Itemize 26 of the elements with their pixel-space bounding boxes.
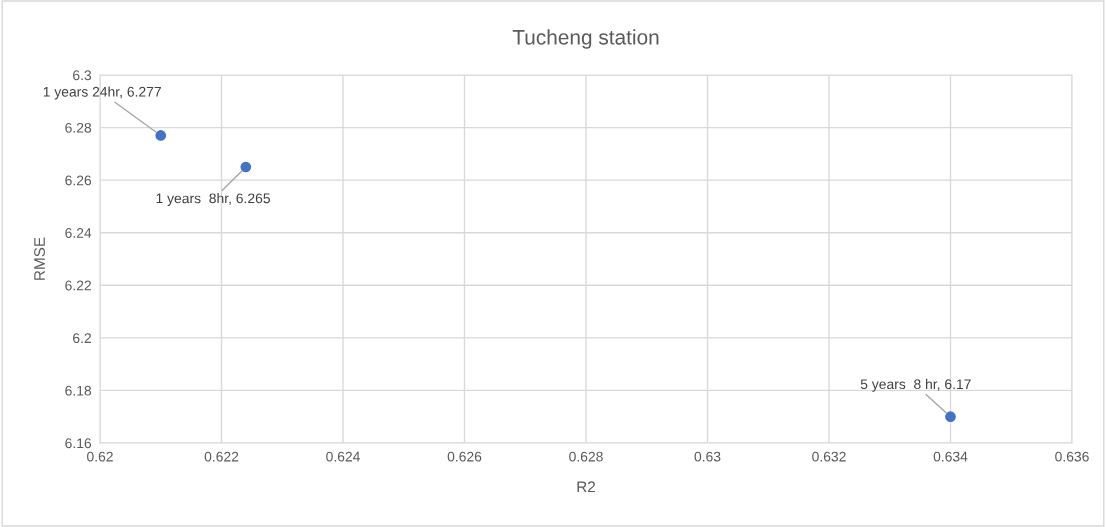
x-tick-label: 0.624 [326, 451, 360, 462]
y-tick-label: 6.2 [73, 333, 91, 344]
y-axis-title: RMSE [34, 237, 45, 280]
x-tick-label: 0.63 [694, 451, 721, 462]
annotation: 1 years 8hr, 6.265 [156, 193, 270, 206]
annotation: 1 years 24hr, 6.277 [43, 86, 161, 100]
x-tick-label: 0.634 [933, 451, 968, 462]
y-tick-label: 6.26 [65, 175, 92, 186]
x-axis-title: R2 [577, 481, 595, 493]
y-tick-label: 6.18 [65, 385, 92, 396]
y-tick-label: 6.28 [65, 122, 92, 133]
y-tick-label: 6.24 [65, 228, 92, 238]
x-tick-label: 0.622 [204, 451, 239, 462]
x-tick-label: 0.62 [87, 451, 113, 462]
y-tick-label: 6.16 [65, 438, 92, 449]
chart-title: Tucheng station [512, 29, 659, 49]
point [240, 161, 252, 173]
point [155, 130, 167, 141]
y-tick-label: 6.22 [65, 280, 91, 291]
annotation: 5 years 8 hr, 6.17 [860, 378, 971, 392]
x-tick-label: 0.636 [1055, 451, 1089, 462]
x-tick-label: 0.626 [447, 451, 482, 462]
x-tick-label: 0.632 [812, 451, 846, 462]
y-tick-label: 6.3 [73, 70, 92, 81]
point [945, 411, 956, 423]
x-tick-label: 0.628 [569, 451, 603, 462]
